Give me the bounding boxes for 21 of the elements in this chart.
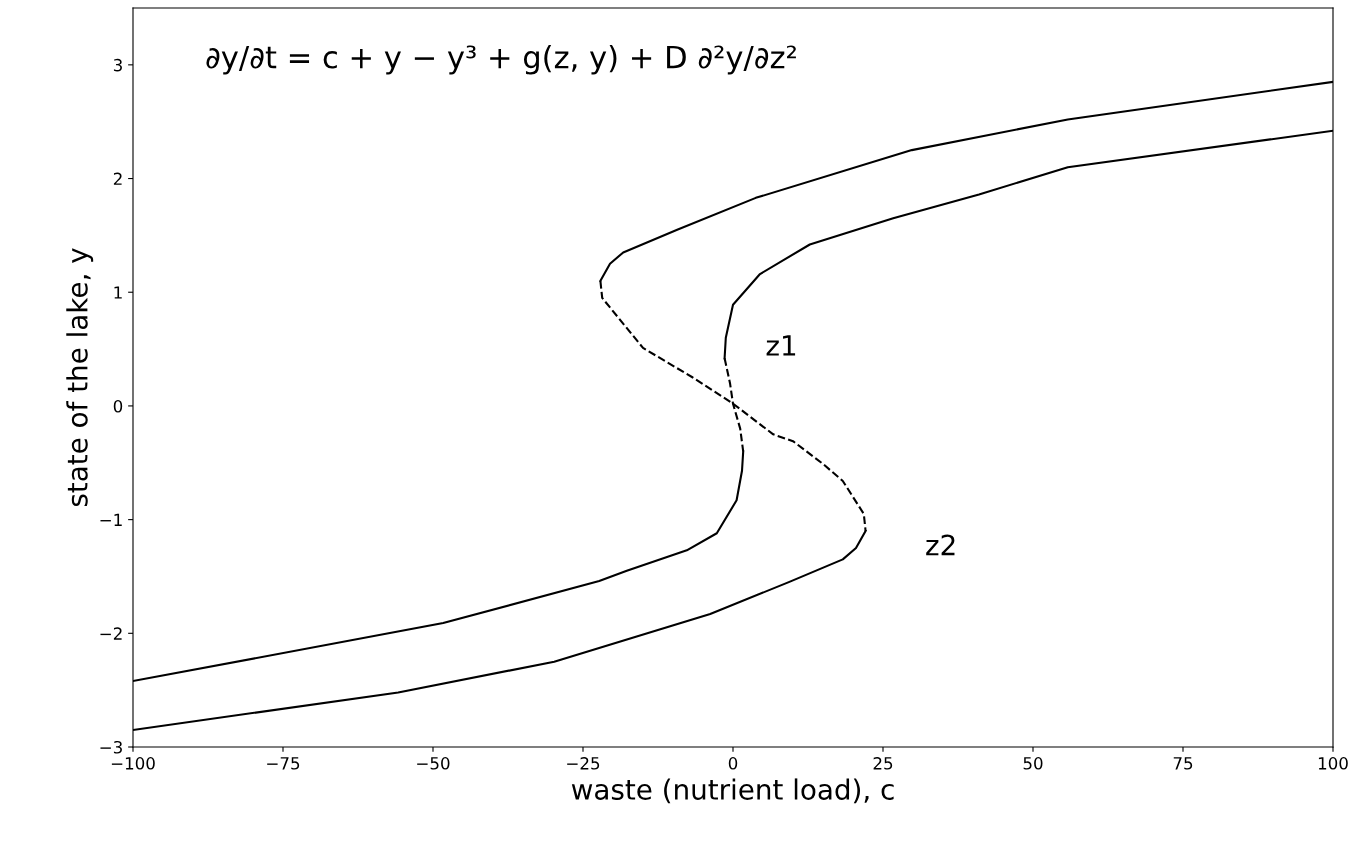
y-tick-label: 1 — [114, 286, 122, 299]
y-tick-label: −1 — [100, 513, 122, 526]
annotation: z1 — [766, 335, 796, 356]
y-axis-title: state of the lake, y — [66, 248, 94, 507]
x-tick-label: 0 — [728, 757, 738, 770]
annotation: z2 — [926, 534, 955, 556]
x-tick-label: −75 — [267, 757, 300, 770]
y-tick-label: 3 — [113, 58, 122, 72]
y-tick-label: 0 — [113, 399, 123, 413]
y-tick-label: −3 — [100, 740, 122, 754]
x-tick-label: 25 — [873, 757, 893, 770]
x-tick-label: 100 — [1318, 757, 1348, 770]
y-tick-label: −2 — [100, 627, 122, 640]
y-tick-label: 2 — [113, 172, 122, 185]
x-tick-label: −50 — [417, 757, 450, 770]
x-tick-label: 50 — [1023, 757, 1043, 770]
x-tick-label: −25 — [567, 757, 600, 770]
x-axis-title: waste (nutrient load), c — [571, 778, 894, 804]
x-tick-label: −100 — [111, 757, 155, 770]
x-tick-label: 75 — [1173, 757, 1193, 770]
annotation: ∂y/∂t = c + y − y³ + g(z, y) + D ∂²y/∂z² — [206, 44, 796, 75]
